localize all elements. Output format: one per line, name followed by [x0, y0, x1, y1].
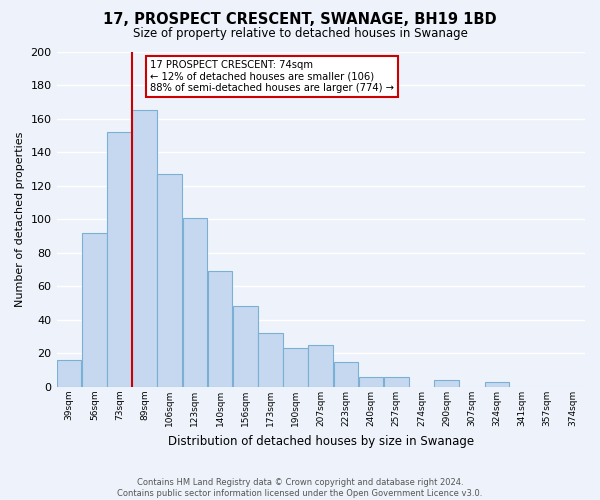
Bar	[485, 382, 509, 387]
Bar	[233, 306, 257, 387]
Bar	[82, 232, 107, 387]
Bar	[182, 218, 207, 387]
Bar	[208, 272, 232, 387]
Text: Contains HM Land Registry data © Crown copyright and database right 2024.
Contai: Contains HM Land Registry data © Crown c…	[118, 478, 482, 498]
Bar	[107, 132, 132, 387]
Bar	[132, 110, 157, 387]
Bar	[258, 334, 283, 387]
Y-axis label: Number of detached properties: Number of detached properties	[15, 132, 25, 307]
Bar	[384, 377, 409, 387]
Text: 17 PROSPECT CRESCENT: 74sqm
← 12% of detached houses are smaller (106)
88% of se: 17 PROSPECT CRESCENT: 74sqm ← 12% of det…	[149, 60, 394, 93]
Bar	[359, 377, 383, 387]
Bar	[334, 362, 358, 387]
Bar	[57, 360, 82, 387]
Bar	[157, 174, 182, 387]
Bar	[283, 348, 308, 387]
Bar	[434, 380, 459, 387]
Bar	[308, 345, 333, 387]
Text: 17, PROSPECT CRESCENT, SWANAGE, BH19 1BD: 17, PROSPECT CRESCENT, SWANAGE, BH19 1BD	[103, 12, 497, 28]
X-axis label: Distribution of detached houses by size in Swanage: Distribution of detached houses by size …	[168, 434, 474, 448]
Text: Size of property relative to detached houses in Swanage: Size of property relative to detached ho…	[133, 28, 467, 40]
